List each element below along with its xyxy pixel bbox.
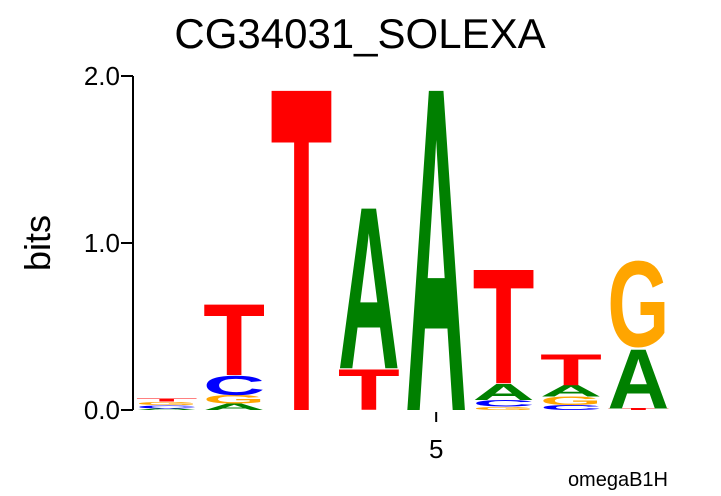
- logo-letter: A: [203, 402, 265, 412]
- logo-letter: G: [607, 235, 669, 373]
- logo-letter: C: [136, 404, 198, 409]
- logo-letter: T: [203, 283, 265, 397]
- logo-letter: G: [540, 395, 602, 408]
- y-tick-label: 2.0: [84, 61, 120, 91]
- logo-letter: G: [473, 406, 535, 411]
- logo-letter: T: [473, 234, 535, 418]
- y-tick-label: 0.0: [84, 395, 120, 425]
- chart-title: CG34031_SOLEXA: [174, 10, 545, 57]
- footer: omegaB1H: [568, 469, 668, 491]
- logo-letter: G: [136, 401, 198, 406]
- y-axis-label: bits: [17, 215, 58, 271]
- logo-letter: A: [405, 0, 467, 496]
- logo-letter: C: [203, 370, 265, 401]
- logo-letter: T: [270, 0, 332, 496]
- logo-letter: T: [136, 398, 198, 403]
- logo-letter: A: [540, 382, 602, 400]
- logo-letter: G: [203, 393, 265, 406]
- logo-letter: A: [136, 408, 198, 411]
- logo-letter: T: [338, 357, 400, 422]
- y-tick-label: 1.0: [84, 228, 120, 258]
- logo-letter: C: [473, 398, 535, 408]
- logo-letter: T: [540, 345, 602, 395]
- logo-letter: A: [473, 379, 535, 405]
- logo-letter: A: [607, 331, 669, 427]
- x-tick-label: 5: [429, 434, 443, 464]
- logo-letter: A: [338, 160, 400, 419]
- logo-letter: T: [607, 408, 669, 411]
- logo-letter: C: [540, 404, 602, 412]
